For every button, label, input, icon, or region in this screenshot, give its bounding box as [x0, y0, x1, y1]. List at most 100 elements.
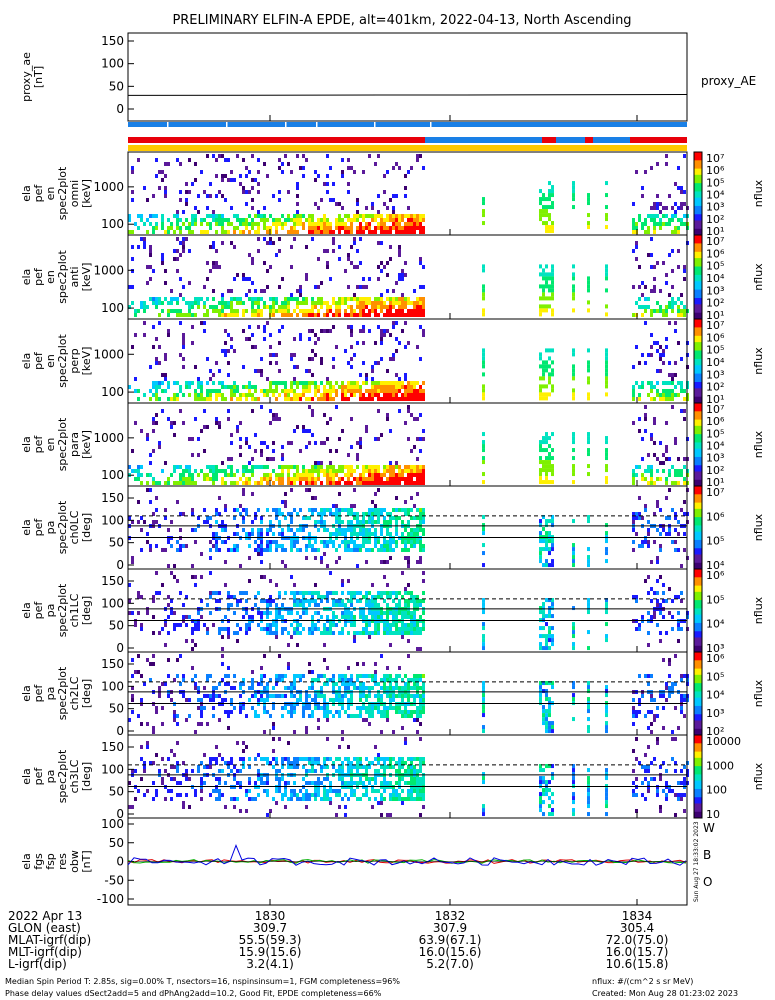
spectrogram-pixel: [260, 528, 263, 532]
spectrogram-pixel: [650, 218, 653, 222]
spectrogram-pixel: [638, 218, 641, 222]
spectrogram-pixel: [671, 682, 674, 686]
spectrogram-pixel: [662, 397, 665, 401]
spectrogram-pixel: [413, 682, 416, 686]
spectrogram-pixel: [134, 623, 137, 627]
spectrogram-pixel: [371, 393, 374, 397]
spectrogram-pixel: [572, 472, 575, 477]
spectrogram-pixel: [344, 397, 347, 401]
spectrogram-pixel: [329, 801, 332, 805]
spectrogram-pixel: [347, 714, 350, 718]
spectrogram-pixel: [404, 313, 407, 317]
spectrogram-pixel: [350, 357, 353, 361]
spectrogram-pixel: [311, 698, 314, 702]
spectrogram-pixel: [143, 245, 146, 249]
spectrogram-pixel: [344, 694, 347, 698]
spectrogram-pixel: [650, 313, 653, 317]
spectrogram-pixel: [344, 615, 347, 619]
spectrogram-pixel: [212, 214, 215, 218]
spectrogram-pixel: [587, 602, 590, 607]
spectrogram-pixel: [254, 345, 257, 349]
spectrogram-pixel: [671, 305, 674, 309]
spectrogram-pixel: [158, 297, 161, 301]
spectrogram-pixel: [308, 603, 311, 607]
spectrogram-pixel: [341, 631, 344, 635]
spectrogram-pixel: [401, 710, 404, 714]
spectrogram-pixel: [482, 598, 485, 603]
spectrogram-pixel: [401, 277, 404, 281]
spectrogram-pixel: [551, 681, 554, 686]
spectrogram-pixel: [395, 678, 398, 682]
spectrogram-pixel: [674, 512, 677, 516]
spectrogram-pixel: [368, 702, 371, 706]
spectrogram-pixel: [398, 666, 401, 670]
spectrogram-pixel: [671, 465, 674, 469]
spectrogram-pixel: [293, 532, 296, 536]
spectrogram-pixel: [245, 441, 248, 445]
spectrogram-pixel: [632, 469, 635, 473]
spectrogram-pixel: [320, 465, 323, 469]
spectrogram-pixel: [221, 154, 224, 158]
spectrogram-pixel: [572, 456, 575, 461]
spectrogram-pixel: [350, 694, 353, 698]
spectrogram-pixel: [677, 595, 680, 599]
spectrogram-pixel: [416, 481, 419, 485]
spectrogram-pixel: [347, 481, 350, 485]
spectrogram-pixel: [401, 473, 404, 477]
spectrogram-pixel: [653, 277, 656, 281]
spectrogram-pixel: [221, 349, 224, 353]
spectrogram-pixel: [356, 714, 359, 718]
spectrogram-pixel: [215, 789, 218, 793]
spectrogram-pixel: [539, 689, 542, 694]
spectrogram-pixel: [671, 393, 674, 397]
spectrogram-pixel: [644, 540, 647, 544]
spectrogram-pixel: [638, 265, 641, 269]
spectrogram-pixel: [227, 222, 230, 226]
spectrogram-pixel: [305, 313, 308, 317]
spectrogram-pixel: [680, 674, 683, 678]
spectrogram-pixel: [233, 544, 236, 548]
spectrogram-pixel: [266, 777, 269, 781]
spectrogram-pixel: [668, 381, 671, 385]
spectrogram-pixel: [422, 214, 425, 218]
spectrogram-pixel: [392, 194, 395, 198]
spectrogram-pixel: [269, 409, 272, 413]
spectrogram-pixel: [302, 429, 305, 433]
spectrogram-pixel: [392, 508, 395, 512]
spectrogram-pixel: [314, 702, 317, 706]
spectrogram-pixel: [395, 627, 398, 631]
status-bar-gap: [285, 122, 287, 127]
spectrogram-pixel: [662, 261, 665, 265]
spectrogram-pixel: [605, 304, 608, 309]
spectrogram-pixel: [545, 272, 548, 277]
spectrogram-pixel: [176, 393, 179, 397]
spectrogram-pixel: [353, 293, 356, 297]
spectrogram-pixel: [662, 599, 665, 603]
spectrogram-pixel: [230, 289, 233, 293]
spectrogram-pixel: [404, 222, 407, 226]
spectrogram-pixel: [209, 305, 212, 309]
spectrogram-pixel: [401, 615, 404, 619]
spectrogram-pixel: [389, 595, 392, 599]
spectrogram-pixel: [248, 544, 251, 548]
spectrogram-pixel: [146, 481, 149, 485]
spectrogram-pixel: [353, 532, 356, 536]
spectrogram-pixel: [128, 718, 131, 722]
spectrogram-pixel: [332, 765, 335, 769]
spectrogram-pixel: [407, 397, 410, 401]
spectrogram-pixel: [482, 693, 485, 698]
spectrogram-pixel: [206, 477, 209, 481]
spectrogram-pixel: [257, 190, 260, 194]
spectrogram-pixel: [212, 210, 215, 214]
spectrogram-pixel: [401, 305, 404, 309]
spectrogram-pixel: [200, 575, 203, 579]
spectrogram-pixel: [344, 793, 347, 797]
spectrogram-pixel: [263, 789, 266, 793]
spectrogram-pixel: [212, 591, 215, 595]
spectrogram-pixel: [209, 465, 212, 469]
spectrogram-pixel: [260, 548, 263, 552]
spectrogram-pixel: [344, 781, 347, 785]
spectrogram-pixel: [329, 385, 332, 389]
spectrogram-pixel: [155, 174, 158, 178]
spectrogram-pixel: [239, 230, 242, 234]
